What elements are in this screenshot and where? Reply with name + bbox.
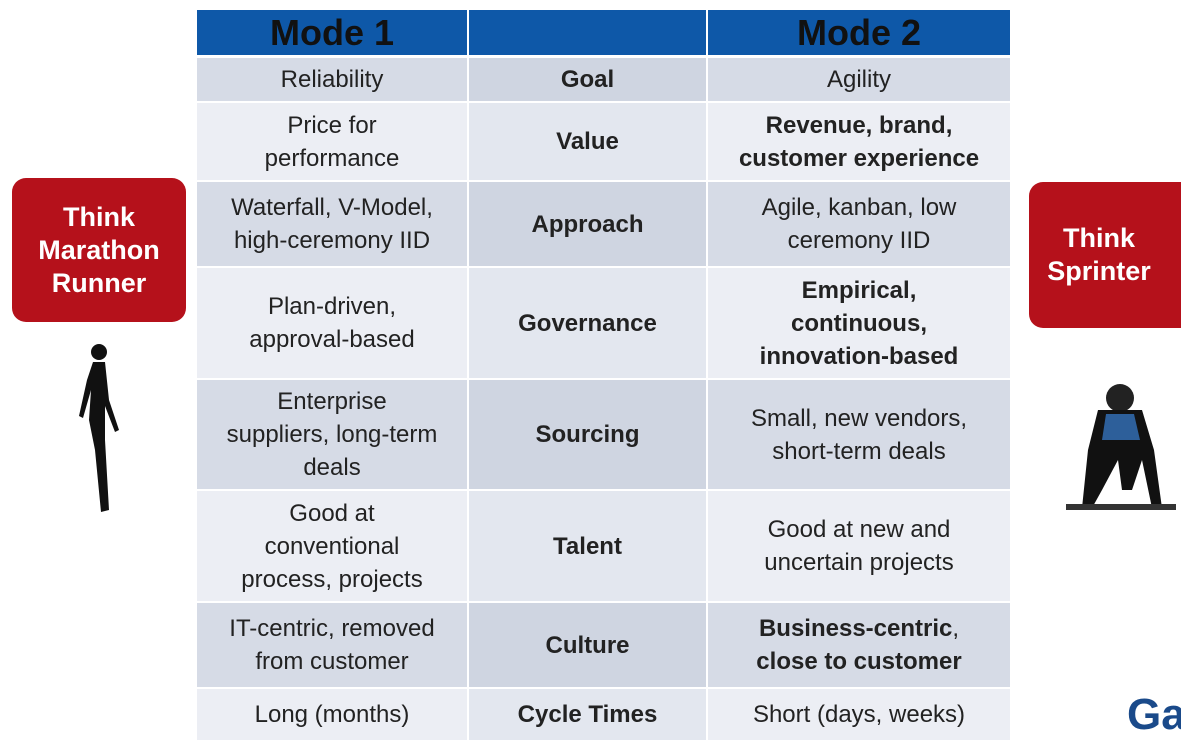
mode2-cell: Business-centric, close to customer (708, 603, 1010, 687)
cell-line: approval-based (249, 326, 415, 353)
cell-line: Plan-driven, (267, 293, 397, 320)
mode2-cell: Good at new and uncertain projects (708, 491, 1010, 601)
header-cell: Mode 1 (197, 10, 467, 55)
aspect-cell: Talent (469, 491, 706, 601)
logo: Ga (1127, 690, 1181, 739)
cell-line: Agility (826, 66, 892, 93)
runner-icon (79, 344, 119, 512)
right-badge: Think Sprinter (1029, 182, 1181, 328)
aspect-cell: Sourcing (469, 380, 706, 489)
cell-line: ceremony IID (787, 227, 931, 254)
aspect-cell: Cycle Times (469, 689, 706, 740)
cell-line: Long (months) (254, 701, 410, 728)
cell-line: Empirical, (801, 276, 917, 304)
sprinter-icon (1066, 384, 1176, 510)
mode2-cell: Empirical, continuous, innovation-based (708, 268, 1010, 378)
cell-line: IT-centric, removed (229, 615, 435, 642)
cell-line: Small, new vendors, (750, 404, 968, 432)
badge-line: Marathon (38, 234, 160, 265)
cell-line: Good at (289, 499, 375, 527)
cell-line: Waterfall, V-Model, (231, 194, 433, 221)
cell-line: from customer (255, 648, 409, 675)
mode2-cell: Agile, kanban, low ceremony IID (708, 182, 1010, 266)
cell-line: Agile, kanban, low (761, 194, 957, 221)
aspect-cell: Culture (469, 603, 706, 687)
mode1-cell: Plan-driven, approval-based (197, 268, 467, 378)
cell-line: suppliers, long-term (226, 421, 438, 448)
cell-line: Price for (287, 111, 377, 139)
cell-line: close to customer (756, 648, 962, 675)
mode2-cell: Agility (708, 58, 1010, 101)
mode1-cell: Long (months) (197, 689, 467, 740)
cell-line: deals (303, 454, 361, 481)
aspect-cell: Approach (469, 182, 706, 266)
mode1-cell: Enterprise suppliers, long-term deals (197, 380, 467, 489)
cell-line: Business-centric, (759, 612, 959, 645)
cell-line: uncertain projects (764, 549, 954, 576)
cell-line: conventional (264, 532, 400, 560)
mode1-cell: Waterfall, V-Model, high-ceremony IID (197, 182, 467, 266)
badge-line: Runner (51, 267, 147, 298)
cell-line: short-term deals (772, 437, 946, 465)
cell-line: Reliability (280, 66, 384, 93)
cell-line: customer experience (738, 144, 980, 172)
cell-line: continuous, (791, 309, 927, 337)
mode1-cell: IT-centric, removed from customer (197, 603, 467, 687)
mode2-cell: Small, new vendors, short-term deals (708, 380, 1010, 489)
badge-line: Sprinter (1047, 256, 1151, 286)
mode1-cell: Price for performance (197, 103, 467, 180)
aspect-cell: Governance (469, 268, 706, 378)
badge-line: Think (1063, 223, 1135, 253)
cell-line: performance (264, 144, 400, 172)
aspect-cell: Goal (469, 58, 706, 101)
cell-text: Business-centric (758, 615, 953, 642)
cell-line: process, projects (241, 565, 423, 593)
cell-line: innovation-based (759, 342, 959, 370)
mode2-cell: Revenue, brand, customer experience (708, 103, 1010, 180)
mode2-cell: Short (days, weeks) (708, 689, 1010, 740)
cell-text: , (952, 615, 960, 642)
left-badge: Think Marathon Runner (12, 178, 186, 322)
header-cell (469, 10, 706, 55)
cell-line: Good at new and (767, 516, 951, 543)
cell-line: Short (days, weeks) (752, 701, 966, 728)
cell-line: Revenue, brand, (765, 111, 953, 139)
header-cell: Mode 2 (708, 10, 1010, 55)
badge-line: Think (63, 201, 135, 232)
mode1-cell: Reliability (197, 58, 467, 101)
cell-line: high-ceremony IID (233, 227, 431, 254)
mode1-cell: Good at conventional process, projects (197, 491, 467, 601)
cell-line: Enterprise (277, 388, 387, 415)
aspect-cell: Value (469, 103, 706, 180)
